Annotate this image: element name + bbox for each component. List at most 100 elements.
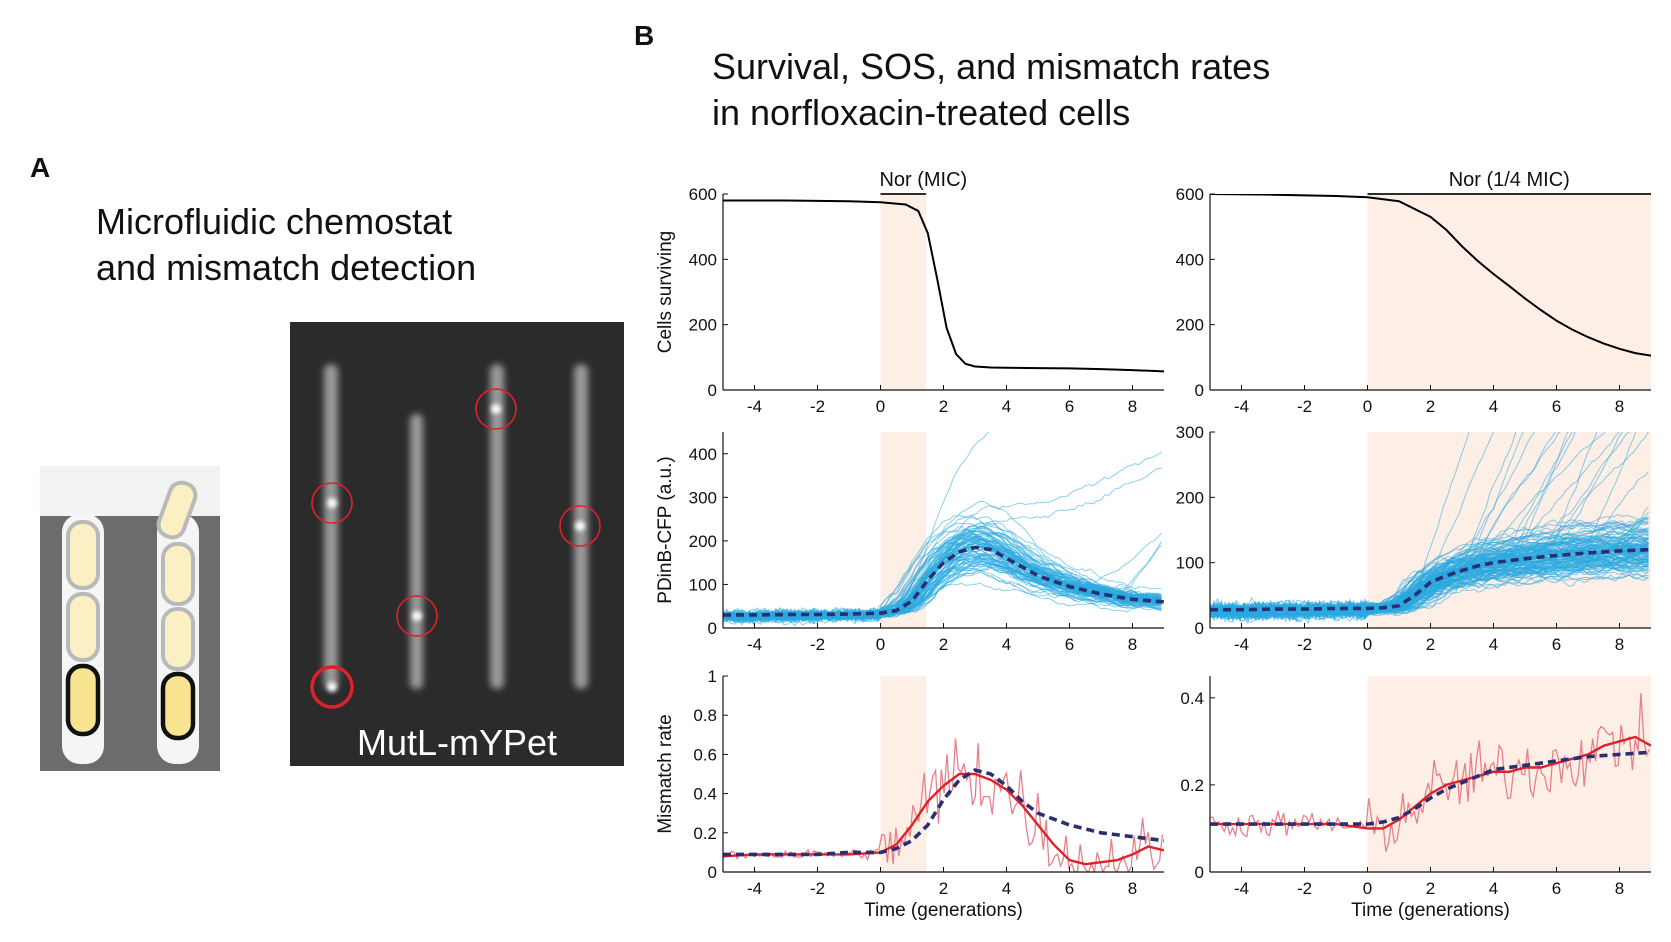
x-tick-label: 0: [1363, 879, 1372, 898]
schematic-mother-cell: [65, 663, 101, 737]
chart-mismatch-mic: -4 -2 0 2 4 6 8 0 0.2 0.4 0.6 0.8 1 Mismatch rate Time…: [655, 667, 1164, 921]
cell-trace: [1210, 556, 1649, 618]
y-tick-label: 600: [689, 185, 717, 204]
x-tick-label: -4: [1234, 397, 1249, 416]
x-tick-label: 0: [876, 879, 885, 898]
treatment-label: Nor (MIC): [879, 169, 967, 191]
x-tick-label: -2: [1297, 635, 1312, 654]
cell-trace: [723, 537, 1162, 625]
x-tick-label: 2: [1426, 635, 1435, 654]
panel-a-title: Microfluidic chemostat and mismatch dete…: [96, 199, 476, 291]
y-tick-label: 400: [689, 445, 717, 464]
y-tick-label: 600: [1176, 185, 1204, 204]
x-tick-label: 4: [1002, 397, 1011, 416]
x-tick-label: -2: [810, 879, 825, 898]
schematic-cell-exiting: [156, 480, 198, 540]
mismatch-raw-trace: [723, 738, 1164, 872]
series-line-mean: [1210, 750, 1651, 826]
x-tick-label: 4: [1489, 635, 1498, 654]
chemostat-schematic: [40, 466, 220, 771]
y-tick-label: 0.8: [693, 706, 717, 725]
series-line-cells-surviving: [1210, 194, 1651, 357]
focus-marker-circle: [311, 482, 353, 524]
x-tick-label: 8: [1128, 879, 1137, 898]
microscopy-image: [290, 322, 624, 766]
schematic-cell: [161, 542, 195, 606]
y-tick-label: 0: [1195, 863, 1204, 882]
x-tick-label: 6: [1065, 879, 1074, 898]
y-tick-label: 0.2: [1180, 776, 1204, 795]
panel-a-title-line1: Microfluidic chemostat: [96, 201, 453, 242]
x-tick-label: 4: [1002, 635, 1011, 654]
y-tick-label: 300: [689, 488, 717, 507]
x-tick-label: 8: [1615, 879, 1624, 898]
y-tick-label: 200: [1176, 488, 1204, 507]
microscopy-label: MutL-mYPet: [356, 722, 558, 763]
plot-area: [1210, 693, 1651, 852]
panel-a-title-line2: and mismatch detection: [96, 247, 477, 288]
cell-trace: [1210, 513, 1649, 620]
x-tick-label: 8: [1128, 635, 1137, 654]
y-tick-label: 100: [1176, 554, 1204, 573]
y-tick-label: 200: [689, 532, 717, 551]
mismatch-raw-trace: [1210, 693, 1650, 852]
chart-mismatch-quarter: -4 -2 0 2 4 6 8 0 0.2 0.4 Time (generations): [1180, 676, 1651, 921]
series-line-cells-surviving: [723, 199, 1164, 373]
series-line-mean: [723, 545, 1164, 617]
x-tick-label: 4: [1002, 879, 1011, 898]
panel-b-title: Survival, SOS, and mismatch rates in nor…: [712, 44, 1270, 136]
x-tick-label: -4: [1234, 879, 1249, 898]
channel-fluorescence: [410, 414, 423, 689]
x-tick-label: 0: [1363, 635, 1372, 654]
y-tick-label: 400: [689, 250, 717, 269]
x-tick-label: 6: [1065, 635, 1074, 654]
x-tick-label: -4: [747, 635, 762, 654]
x-axis-label: Time (generations): [1351, 900, 1510, 921]
y-axis-label: PDinB-CFP (a.u.): [655, 456, 676, 603]
y-tick-label: 0.6: [693, 745, 717, 764]
treatment-shading: [880, 194, 927, 390]
y-tick-label: 0.4: [1180, 689, 1204, 708]
y-axis-label: Mismatch rate: [655, 714, 676, 833]
x-tick-label: 6: [1552, 397, 1561, 416]
treatment-shading: [1367, 676, 1651, 872]
focus-marker-circle: [396, 595, 438, 637]
mutl-focus: [575, 521, 585, 531]
treatment-shading: [880, 676, 927, 872]
x-tick-label: -2: [810, 635, 825, 654]
x-tick-label: 6: [1065, 397, 1074, 416]
x-tick-label: -4: [747, 397, 762, 416]
x-tick-label: 8: [1615, 635, 1624, 654]
mutl-focus: [327, 498, 337, 508]
mutl-focus: [491, 404, 501, 414]
plot-area: [723, 738, 1164, 872]
panel-b-title-line2: in norfloxacin-treated cells: [712, 92, 1131, 133]
x-tick-label: 0: [876, 635, 885, 654]
plot-area: [723, 199, 1164, 373]
focus-marker-circle-highlight: [310, 665, 354, 709]
x-tick-label: 8: [1128, 397, 1137, 416]
treatment-shading: [1367, 194, 1651, 390]
treatment-label: Nor (1/4 MIC): [1449, 169, 1570, 191]
schematic-cell: [66, 520, 100, 590]
panel-b-title-line1: Survival, SOS, and mismatch rates: [712, 46, 1271, 87]
y-tick-label: 0.4: [693, 785, 717, 804]
x-tick-label: 2: [939, 879, 948, 898]
chart-sos-mic: -4 -2 0 2 4 6 8 0 100 200 300 400 PDinB-CFP (a.u.): [655, 432, 1164, 654]
y-tick-label: 0: [1195, 381, 1204, 400]
plot-area: [723, 432, 1164, 627]
x-tick-label: 4: [1489, 397, 1498, 416]
y-tick-label: 1: [708, 667, 717, 686]
chart-sos-quarter: -4 -2 0 2 4 6 8 0 100 200 300: [1176, 423, 1651, 654]
x-tick-label: 6: [1552, 635, 1561, 654]
chart-survival-quarter: -4 -2 0 2 4 6 8 0 200 400 600 Nor (1/4 MIC): [1176, 169, 1651, 416]
y-tick-label: 400: [1176, 250, 1204, 269]
x-tick-label: -2: [810, 397, 825, 416]
x-axis-label: Time (generations): [864, 900, 1023, 921]
y-tick-label: 300: [1176, 423, 1204, 442]
channel-fluorescence: [324, 364, 338, 689]
cell-trace: [723, 560, 1162, 623]
microscopy-background: [290, 322, 624, 766]
chart-survival-mic: -4 -2 0 2 4 6 8 0 200 400 600 Cells surviving Nor (M…: [655, 169, 1164, 416]
